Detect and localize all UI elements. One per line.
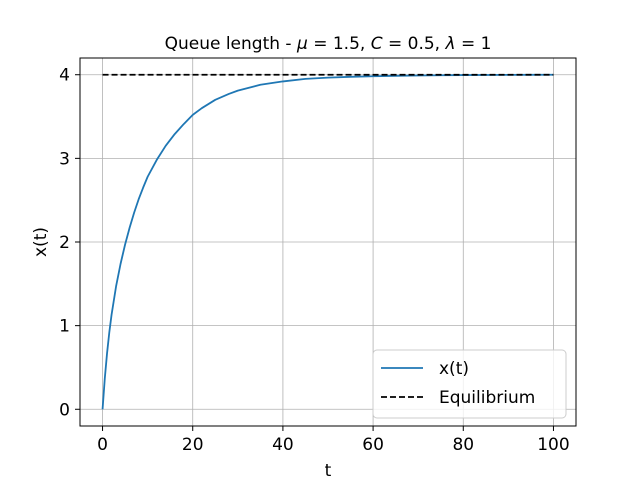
legend: x(t) Equilibrium: [372, 349, 567, 419]
x-tick-label: 20: [182, 435, 204, 455]
x-tick-label: 100: [537, 435, 569, 455]
x-axis-label: t: [325, 461, 332, 480]
y-tick-label: 1: [59, 317, 70, 337]
title-param-value: = 0.5,: [383, 34, 446, 54]
x-tick-label: 60: [362, 435, 384, 455]
title-prefix: Queue length -: [165, 34, 297, 54]
y-tick-label: 0: [59, 400, 70, 420]
x-tick-label: 80: [452, 435, 474, 455]
y-tick-label: 3: [59, 149, 70, 169]
legend-box: [372, 349, 567, 419]
title-param-symbol: λ: [444, 34, 455, 54]
axis-ticks: 0 20 40 60 80 100 0 1 2 3 4: [59, 66, 570, 455]
chart-title: Queue length - μ = 1.5, C = 0.5, λ = 1: [165, 34, 492, 54]
legend-entry-label: Equilibrium: [439, 388, 535, 408]
title-param-value: = 1: [456, 34, 492, 54]
legend-entry-label: x(t): [439, 359, 469, 379]
y-axis-label: x(t): [31, 227, 51, 257]
x-tick-label: 0: [97, 435, 108, 455]
title-param-value: = 1.5,: [308, 34, 371, 54]
y-tick-label: 4: [59, 66, 70, 86]
grid: [80, 58, 576, 426]
title-param-symbol: μ: [296, 34, 308, 54]
series-layer: [101, 73, 554, 410]
title-param-symbol: C: [371, 34, 383, 54]
y-tick-label: 2: [59, 233, 70, 253]
x-tick-label: 40: [272, 435, 294, 455]
